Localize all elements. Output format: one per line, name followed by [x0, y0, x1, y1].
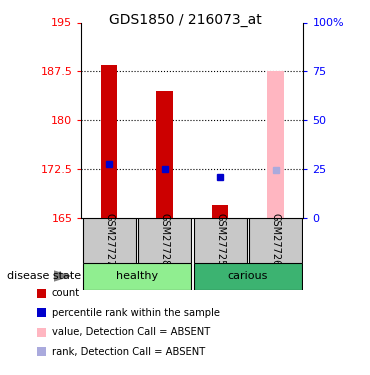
- Bar: [249, 217, 302, 262]
- Text: percentile rank within the sample: percentile rank within the sample: [52, 308, 220, 318]
- Bar: [101, 65, 118, 218]
- Bar: [268, 71, 284, 217]
- Text: GDS1850 / 216073_at: GDS1850 / 216073_at: [109, 13, 261, 27]
- Polygon shape: [54, 270, 72, 282]
- Text: GSM27727: GSM27727: [104, 213, 114, 267]
- Bar: [194, 217, 247, 262]
- Bar: [83, 262, 191, 290]
- Text: GSM27725: GSM27725: [215, 213, 225, 267]
- Bar: [83, 217, 136, 262]
- Text: GSM27726: GSM27726: [270, 213, 281, 267]
- Text: value, Detection Call = ABSENT: value, Detection Call = ABSENT: [52, 327, 210, 337]
- Text: carious: carious: [228, 271, 268, 281]
- Bar: [157, 91, 173, 218]
- Text: count: count: [52, 288, 80, 298]
- Bar: [194, 262, 302, 290]
- Text: GSM27728: GSM27728: [159, 213, 170, 267]
- Text: healthy: healthy: [116, 271, 158, 281]
- Text: disease state: disease state: [7, 271, 81, 281]
- Bar: [212, 204, 229, 218]
- Text: rank, Detection Call = ABSENT: rank, Detection Call = ABSENT: [52, 347, 205, 357]
- Bar: [138, 217, 191, 262]
